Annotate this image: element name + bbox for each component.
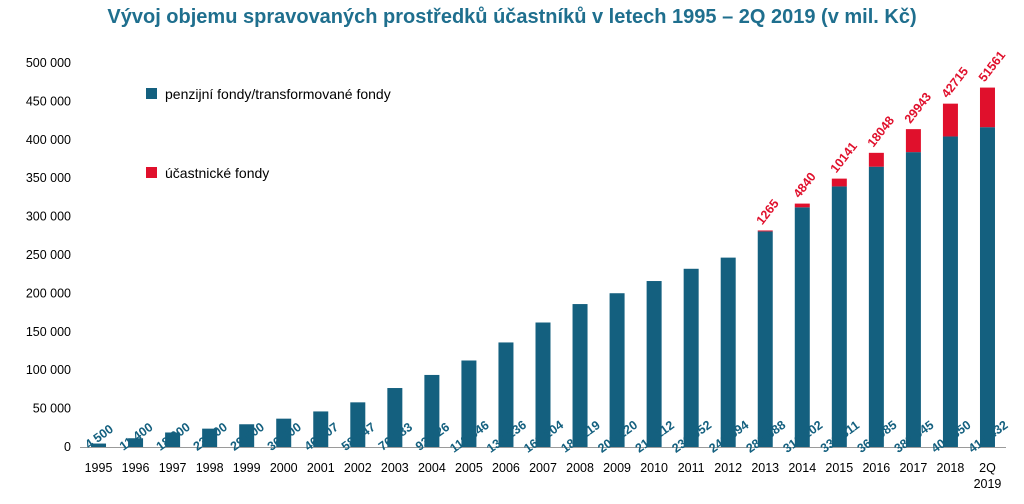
chart-title: Vývoj objemu spravovaných prostředků úča… [107, 6, 917, 28]
value-label-participant-funds: 18048 [865, 114, 897, 150]
legend-label-pension-funds: penzijní fondy/transformované fondy [165, 86, 391, 102]
bar-participant-funds [794, 203, 810, 208]
x-tick-label: 2018 [937, 461, 965, 475]
x-tick-label: 2017 [899, 461, 927, 475]
x-axis: 1995 1996 1997 1998 1999 2000 2001 2002 2003 2004… [80, 447, 1006, 491]
legend-swatch-pension-funds [146, 88, 157, 99]
bar-participant-funds [942, 103, 958, 137]
bar-pension-funds [498, 342, 514, 447]
bar-participant-funds [868, 152, 884, 167]
bar-pension-funds [905, 152, 921, 447]
value-label-participant-funds: 10141 [828, 139, 860, 175]
y-tick-label: 500 000 [26, 56, 71, 70]
y-axis: 0 50 000 100 000 150 000 200 000 250 000 300 0… [26, 56, 71, 454]
legend-swatch-participant-funds [146, 167, 157, 178]
bar-pension-funds [683, 268, 699, 447]
bar-pension-funds [979, 127, 995, 447]
x-tick-label: 2007 [529, 461, 557, 475]
x-tick-label: 2016 [862, 461, 890, 475]
y-tick-label: 50 000 [33, 402, 71, 416]
x-tick-label: 2009 [603, 461, 631, 475]
bar-participant-funds [979, 87, 995, 128]
bar-pension-funds [387, 388, 403, 447]
x-tick-label: 1998 [196, 461, 224, 475]
bar-participant-funds [831, 178, 847, 187]
y-tick-label: 100 000 [26, 363, 71, 377]
bar-pension-funds [202, 428, 218, 447]
bars [91, 87, 995, 447]
bar-pension-funds [794, 207, 810, 447]
bar-pension-funds [165, 432, 181, 447]
x-tick-label: 2014 [788, 461, 816, 475]
x-tick-label: 2Q 2019 [974, 461, 1002, 491]
value-label-participant-funds: 42715 [939, 64, 971, 100]
bar-pension-funds [572, 304, 588, 447]
legend-label-participant-funds: účastnické fondy [165, 165, 269, 181]
bar-pension-funds [609, 293, 625, 447]
y-tick-label: 350 000 [26, 171, 71, 185]
y-tick-label: 200 000 [26, 286, 71, 300]
bar-participant-funds [757, 230, 773, 232]
x-tick-label: 2013 [751, 461, 779, 475]
bar-pension-funds [757, 231, 773, 447]
x-tick-label: 1996 [122, 461, 150, 475]
y-tick-label: 150 000 [26, 325, 71, 339]
y-tick-label: 300 000 [26, 210, 71, 224]
bar-pension-funds [646, 281, 662, 447]
x-tick-label: 2015 [825, 461, 853, 475]
y-tick-label: 0 [64, 440, 71, 454]
x-tick-label: 1999 [233, 461, 261, 475]
bar-pension-funds [942, 136, 958, 447]
value-label-pension-funds: 18 900 [154, 420, 193, 454]
x-tick-label: 2008 [566, 461, 594, 475]
x-tick-label: 2001 [307, 461, 335, 475]
x-tick-label: 2010 [640, 461, 668, 475]
x-tick-label: 1995 [85, 461, 113, 475]
value-label-participant-funds: 51561 [976, 48, 1008, 84]
bar-pension-funds [424, 374, 440, 447]
value-label-pension-funds: 11 400 [117, 420, 156, 453]
bar-pension-funds [868, 166, 884, 447]
bar-pension-funds [350, 402, 366, 447]
bar-pension-funds [831, 186, 847, 447]
value-label-participant-funds: 29943 [902, 90, 934, 126]
bar-pension-funds [313, 411, 329, 447]
x-tick-label: 1997 [159, 461, 187, 475]
y-tick-label: 400 000 [26, 133, 71, 147]
y-tick-label: 250 000 [26, 248, 71, 262]
bar-pension-funds [239, 424, 255, 447]
bar-participant-funds [905, 129, 921, 153]
x-tick-label: 2003 [381, 461, 409, 475]
x-tick-label: 2005 [455, 461, 483, 475]
bar-pension-funds [461, 360, 477, 447]
bar-pension-funds [276, 418, 292, 447]
bar-pension-funds [535, 322, 551, 447]
legend: penzijní fondy/transformované fondy účas… [146, 86, 391, 181]
value-label-pension-funds: 23 900 [191, 420, 230, 454]
x-tick-label: 2000 [270, 461, 298, 475]
x-tick-label: 2011 [678, 461, 705, 475]
bar-pension-funds [91, 443, 107, 447]
bar-pension-funds [128, 438, 144, 447]
value-label-participant-funds: 4840 [791, 170, 819, 201]
x-tick-label: 2004 [418, 461, 446, 475]
value-label-participant-funds: 1265 [754, 197, 782, 228]
x-tick-label: 2012 [714, 461, 742, 475]
x-tick-label: 2006 [492, 461, 520, 475]
y-tick-label: 450 000 [26, 94, 71, 108]
bar-pension-funds [720, 257, 736, 447]
x-tick-label: 2002 [344, 461, 372, 475]
